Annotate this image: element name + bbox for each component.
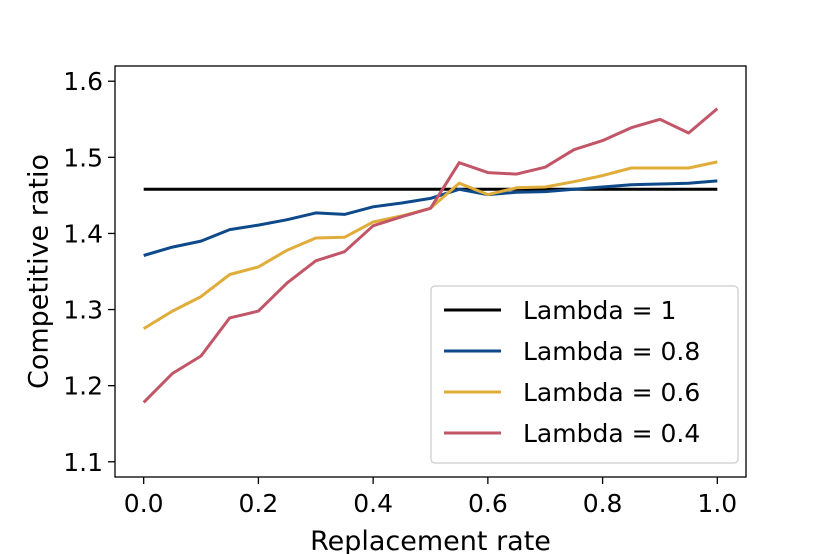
legend-label-1: Lambda = 0.8 <box>523 337 700 366</box>
legend-box <box>430 285 739 464</box>
x-tick-label: 0.4 <box>353 489 393 518</box>
series-line-1 <box>143 179 718 257</box>
legend-label-2: Lambda = 0.6 <box>523 378 700 407</box>
series-line-3 <box>142 107 719 404</box>
series-layer <box>142 107 719 404</box>
x-axis-ticks: 0.0 0.2 0.4 0.6 0.8 1.0 <box>124 477 737 518</box>
x-tick-label: 0.0 <box>124 489 164 518</box>
y-axis-ticks: 1.1 1.2 1.3 1.4 1.5 1.6 <box>63 67 115 477</box>
x-tick-label: 1.0 <box>697 489 737 518</box>
y-tick-label: 1.2 <box>63 372 103 401</box>
y-tick-label: 1.1 <box>63 448 103 477</box>
x-tick-label: 0.2 <box>239 489 279 518</box>
legend-label-0: Lambda = 1 <box>523 296 676 325</box>
x-tick-label: 0.6 <box>468 489 508 518</box>
plot-frame <box>114 65 747 478</box>
legend: Lambda = 1 Lambda = 0.8 Lambda = 0.6 Lambda… <box>430 285 739 464</box>
y-tick-label: 1.4 <box>63 219 103 248</box>
x-tick-label: 0.8 <box>583 489 623 518</box>
y-tick-label: 1.3 <box>63 296 103 325</box>
y-tick-label: 1.6 <box>63 67 103 96</box>
y-tick-label: 1.5 <box>63 143 103 172</box>
y-axis-label: Competitive ratio <box>24 154 55 389</box>
x-axis-label: Replacement rate <box>310 526 551 554</box>
legend-label-3: Lambda = 0.4 <box>523 419 700 448</box>
